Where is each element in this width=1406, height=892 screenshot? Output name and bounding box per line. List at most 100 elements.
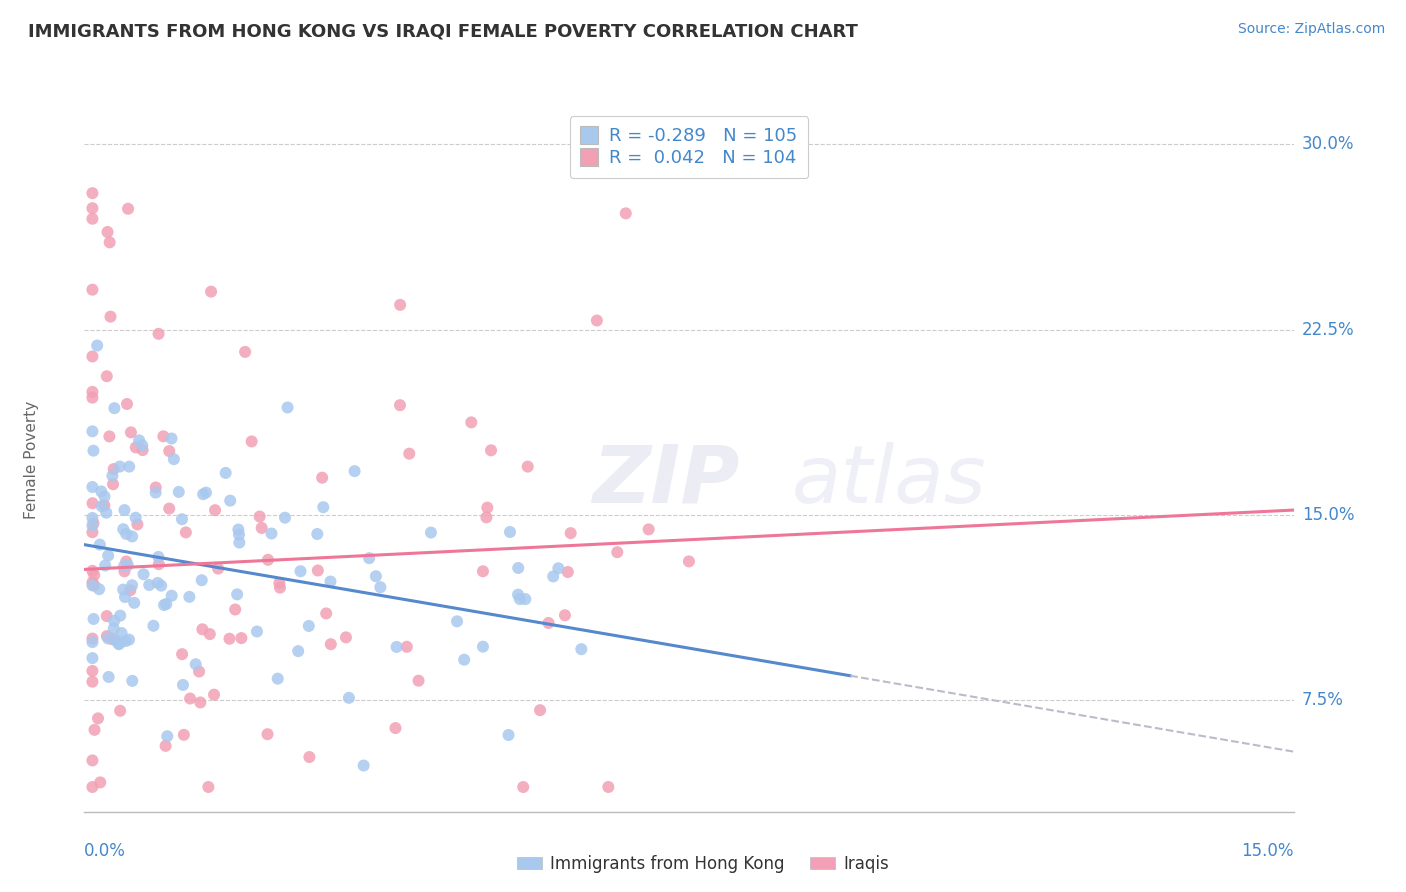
Point — [83, 568, 105, 582]
Point — [190, 573, 212, 587]
Point — [108, 704, 131, 718]
Point — [115, 527, 138, 541]
Point — [82, 754, 104, 768]
Point — [364, 569, 387, 583]
Text: atlas: atlas — [792, 442, 987, 519]
Point — [398, 447, 420, 461]
Point — [219, 493, 242, 508]
Point — [479, 443, 502, 458]
Legend: R = -0.289   N = 105, R =  0.042   N = 104: R = -0.289 N = 105, R = 0.042 N = 104 — [569, 116, 808, 178]
Point — [97, 549, 120, 563]
Point — [82, 443, 104, 458]
Point — [307, 564, 329, 578]
Point — [82, 518, 104, 533]
Point — [138, 578, 160, 592]
Point — [121, 578, 143, 592]
Point — [541, 569, 564, 583]
Point — [100, 310, 122, 324]
Point — [228, 527, 250, 541]
Point — [312, 500, 335, 515]
Point — [82, 350, 104, 364]
Point — [82, 635, 104, 649]
Point — [155, 739, 177, 753]
Point — [83, 578, 105, 592]
Text: IMMIGRANTS FROM HONG KONG VS IRAQI FEMALE POVERTY CORRELATION CHART: IMMIGRANTS FROM HONG KONG VS IRAQI FEMAL… — [28, 22, 858, 40]
Point — [157, 444, 180, 458]
Point — [319, 574, 342, 589]
Point — [110, 626, 132, 640]
Point — [82, 664, 104, 678]
Legend: Immigrants from Hong Kong, Iraqis: Immigrants from Hong Kong, Iraqis — [510, 848, 896, 880]
Point — [146, 575, 169, 590]
Text: Female Poverty: Female Poverty — [24, 401, 39, 518]
Point — [82, 391, 104, 405]
Point — [569, 642, 592, 657]
Point — [614, 206, 637, 220]
Point — [82, 283, 104, 297]
Point — [82, 425, 104, 439]
Point — [98, 429, 121, 443]
Point — [516, 459, 538, 474]
Point — [148, 558, 170, 572]
Point — [311, 471, 333, 485]
Point — [82, 201, 104, 215]
Point — [359, 551, 381, 566]
Point — [298, 750, 321, 764]
Point — [174, 525, 197, 540]
Point — [240, 434, 263, 449]
Point — [103, 462, 125, 476]
Point — [188, 665, 211, 679]
Point — [121, 673, 143, 688]
Point — [207, 561, 229, 575]
Point — [101, 632, 124, 647]
Point — [214, 466, 236, 480]
Point — [560, 526, 582, 541]
Point — [557, 565, 579, 579]
Point — [460, 416, 482, 430]
Point — [103, 614, 125, 628]
Point — [103, 622, 125, 636]
Point — [277, 401, 299, 415]
Point — [384, 721, 406, 735]
Point — [83, 612, 105, 626]
Point — [89, 775, 111, 789]
Point — [115, 554, 138, 568]
Point — [120, 583, 142, 598]
Point — [160, 432, 183, 446]
Point — [114, 503, 136, 517]
Point — [337, 690, 360, 705]
Point — [103, 401, 125, 416]
Point — [606, 545, 628, 559]
Text: 22.5%: 22.5% — [1302, 320, 1354, 339]
Point — [132, 567, 155, 582]
Point — [83, 723, 105, 737]
Point — [195, 485, 218, 500]
Point — [112, 582, 135, 597]
Point — [408, 673, 430, 688]
Point — [155, 597, 177, 611]
Point — [172, 678, 194, 692]
Point — [82, 578, 104, 592]
Point — [96, 506, 118, 520]
Point — [335, 631, 357, 645]
Point — [122, 596, 145, 610]
Point — [475, 510, 498, 524]
Text: 0.0%: 0.0% — [84, 842, 127, 860]
Point — [509, 592, 531, 607]
Point — [108, 608, 131, 623]
Point — [315, 607, 337, 621]
Point — [471, 564, 494, 578]
Point — [198, 627, 221, 641]
Point — [128, 434, 150, 448]
Point — [82, 480, 104, 494]
Point — [150, 579, 173, 593]
Point — [112, 522, 135, 536]
Point — [118, 632, 141, 647]
Point — [104, 633, 127, 648]
Point — [112, 559, 135, 574]
Point — [353, 758, 375, 772]
Point — [167, 485, 190, 500]
Point — [298, 619, 321, 633]
Point — [153, 598, 176, 612]
Point — [145, 485, 167, 500]
